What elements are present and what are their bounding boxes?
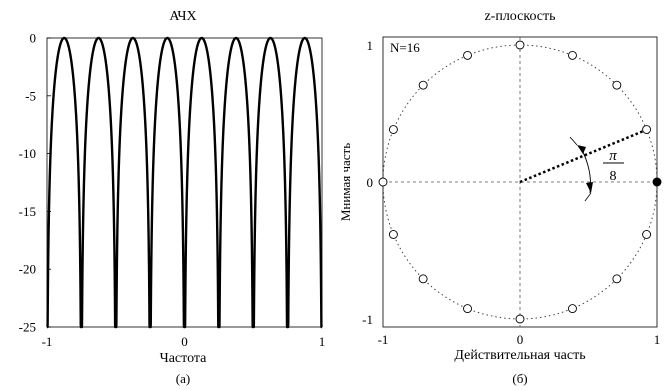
left-caption: (а) bbox=[176, 371, 190, 386]
right-chart-title: z-плоскость bbox=[484, 9, 555, 24]
zero-marker bbox=[642, 125, 652, 134]
zero-marker bbox=[388, 125, 398, 134]
right-x-tick-label: 1 bbox=[654, 332, 661, 347]
left-y-tick-label: -5 bbox=[25, 88, 36, 103]
left-y-tick-label: -15 bbox=[19, 204, 36, 219]
left-y-ticks: 0 -5 -10 -15 -20 -25 bbox=[19, 31, 51, 335]
right-x-ticks: -1 0 1 bbox=[378, 332, 661, 347]
left-x-tick-label: 1 bbox=[319, 334, 326, 349]
left-x-tick-label: -1 bbox=[42, 334, 53, 349]
angle-denominator: 8 bbox=[610, 169, 617, 184]
right-y-tick-label: 0 bbox=[367, 175, 374, 190]
zero-marker bbox=[418, 80, 428, 90]
right-y-tick-label: 1 bbox=[367, 38, 374, 53]
right-x-tick-label: 0 bbox=[517, 332, 524, 347]
z-plane-chart: z-плоскость 1 0 -1 -1 0 1 N=16 π 8 Мнимая ча… bbox=[338, 9, 662, 386]
right-x-tick-label: -1 bbox=[378, 332, 389, 347]
angle-numerator: π bbox=[609, 148, 617, 164]
n-annotation: N=16 bbox=[390, 40, 420, 55]
angle-arrow-top-icon bbox=[577, 145, 586, 154]
zero-marker bbox=[463, 304, 472, 314]
right-y-axis-label: Мнимая часть bbox=[338, 143, 353, 221]
angle-ray bbox=[519, 128, 647, 184]
zero-marker bbox=[612, 80, 622, 90]
right-caption: (б) bbox=[512, 371, 527, 386]
right-y-tick-label: -1 bbox=[362, 312, 373, 327]
zeros bbox=[378, 40, 662, 324]
zero-marker bbox=[612, 274, 622, 284]
left-y-tick-label: 0 bbox=[30, 31, 37, 46]
zero-marker bbox=[515, 40, 525, 50]
left-y-tick-label: -20 bbox=[19, 262, 36, 277]
magnitude-curve bbox=[45, 36, 324, 329]
angle-arrow-bottom-icon bbox=[586, 182, 593, 193]
zero-marker bbox=[388, 230, 398, 239]
zero-marker bbox=[568, 304, 577, 314]
angle-leader-2 bbox=[584, 192, 592, 202]
zero-marker-filled bbox=[652, 177, 662, 187]
left-chart-title: АЧХ bbox=[169, 9, 196, 24]
zero-marker bbox=[642, 230, 652, 239]
zero-marker bbox=[378, 177, 388, 187]
left-x-axis-label: Частота bbox=[160, 351, 208, 366]
left-y-tick-label: -25 bbox=[19, 320, 36, 335]
left-y-tick-label: -10 bbox=[19, 146, 36, 161]
right-y-ticks: 1 0 -1 bbox=[362, 38, 373, 327]
left-x-tick-label: 0 bbox=[181, 334, 188, 349]
angle-leader-1 bbox=[569, 136, 578, 146]
right-x-axis-label: Действительная часть bbox=[454, 348, 585, 363]
zero-marker bbox=[515, 314, 525, 324]
magnitude-response-chart: АЧХ 0-5-10-15-20-25 -1 0 1 Частота (а) bbox=[19, 9, 326, 386]
zero-marker bbox=[568, 50, 577, 60]
zero-marker bbox=[463, 50, 472, 60]
zero-marker bbox=[418, 274, 428, 284]
